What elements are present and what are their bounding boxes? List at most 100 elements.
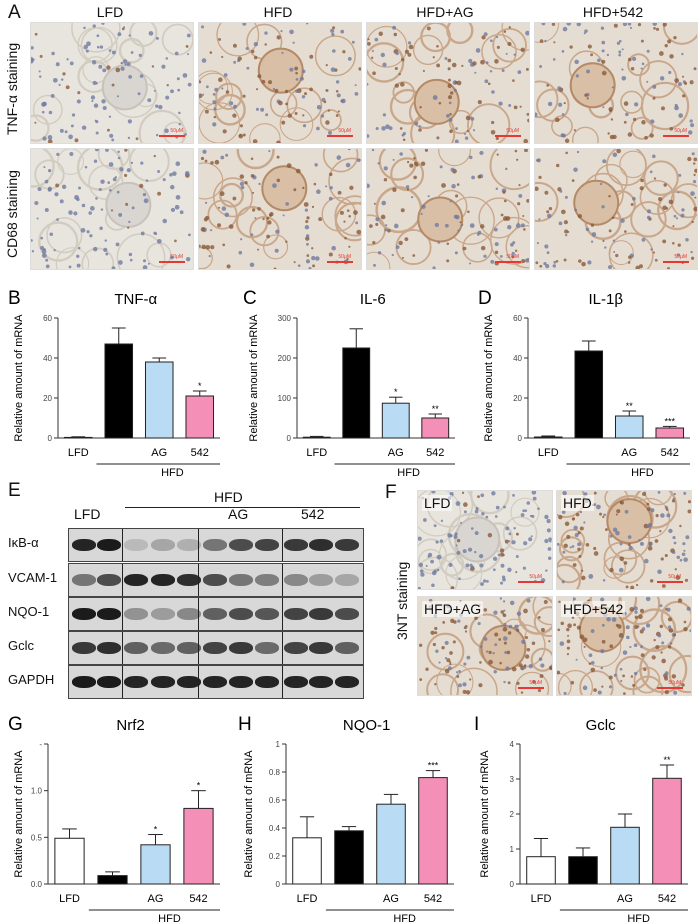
- category-label: 542: [426, 447, 444, 459]
- wb-band: [97, 574, 121, 586]
- y-tick-label: 0.4: [269, 824, 281, 833]
- y-tick-label: 0: [518, 434, 523, 443]
- scale-text: 50μM: [170, 254, 183, 260]
- y-axis-label: Relative amount of mRNA: [248, 314, 260, 442]
- chart-c: C IL-6 Relative amount of mRNA 0 100 200 300 LF…: [243, 288, 455, 479]
- category-label: LFD: [531, 893, 552, 905]
- hfd-group-label: HFD: [158, 913, 181, 924]
- category-label: AG: [388, 447, 404, 459]
- y-tick-label: 100: [278, 394, 292, 403]
- micrograph-3nt-hfd: HFD 50μM: [556, 490, 692, 590]
- y-tick-label: 2: [510, 810, 515, 819]
- bar-hfd: [104, 343, 134, 439]
- wb-protein-ikba: IκB-α: [8, 535, 39, 550]
- wb-band: [335, 608, 359, 620]
- wb-lane-separator: [282, 564, 283, 596]
- wb-protein-nqo1: NQO-1: [8, 604, 50, 619]
- wb-lane-separator: [282, 666, 283, 698]
- wb-band: [203, 642, 227, 654]
- micrograph-cd68-lfd: 50μM: [30, 148, 194, 270]
- wb-lane-separator: [122, 598, 123, 630]
- chart-i: I Gclc Relative amount of mRNA 0 1 2 3 4 LFD AG **…: [474, 714, 688, 924]
- hfd-group-label: HFD: [627, 913, 650, 924]
- wb-strip-gapdh: [68, 665, 364, 699]
- wb-band: [255, 574, 279, 586]
- wb-band: [124, 642, 148, 654]
- wb-band: [284, 539, 308, 551]
- wb-band: [97, 676, 121, 688]
- category-label: 542: [189, 893, 207, 905]
- scale-text: 50μM: [674, 254, 687, 260]
- y-tick-label: 0.8: [269, 768, 281, 777]
- chart-d: D IL-1β Relative amount of mRNA 0 20 40 60 LFD *…: [478, 288, 690, 479]
- y-tick-label: 0.6: [269, 796, 281, 805]
- bar-542: [418, 777, 448, 885]
- wb-band: [124, 676, 148, 688]
- panel-c-label: C: [243, 288, 257, 309]
- significance-marker: *: [154, 825, 158, 835]
- y-tick-label: 4: [510, 740, 515, 749]
- panel-f-label: F: [385, 482, 397, 503]
- scale-bar: [159, 261, 185, 263]
- panel-d-label: D: [478, 288, 492, 309]
- tile-label-hfd: HFD: [561, 495, 594, 511]
- chart-title: Nrf2: [116, 717, 144, 734]
- category-label: LFD: [297, 893, 318, 905]
- bar-lfd: [292, 837, 322, 885]
- micrograph-tnf-hfd-ag: 50μM: [366, 22, 530, 144]
- bar-hfd: [97, 875, 128, 885]
- y-tick-label: 40: [43, 354, 52, 363]
- tile-label-lfd: LFD: [422, 495, 453, 511]
- category-label: AG: [617, 893, 633, 905]
- wb-band: [72, 642, 96, 654]
- chart-title: IL-1β: [589, 291, 624, 308]
- scale-bar: [518, 687, 544, 689]
- y-axis-label: Relative amount of mRNA: [13, 314, 25, 442]
- wb-strip-ikba: [68, 528, 364, 562]
- wb-band: [203, 676, 227, 688]
- tile-label-hfd-542: HFD+542: [561, 601, 626, 617]
- wb-band: [72, 574, 96, 586]
- chart-title: NQO-1: [343, 717, 391, 734]
- scale-text: 50μM: [506, 254, 519, 260]
- bar-hfd: [342, 347, 371, 439]
- category-label: 542: [658, 893, 676, 905]
- wb-band: [177, 539, 201, 551]
- wb-band: [203, 574, 227, 586]
- wb-band: [151, 574, 175, 586]
- wb-band: [309, 539, 333, 551]
- category-label: 542: [191, 447, 209, 459]
- wb-lane-separator: [282, 632, 283, 664]
- panel-a-col-hfd: HFD: [263, 4, 293, 20]
- scale-bar: [663, 261, 689, 263]
- tile-label-hfd-ag: HFD+AG: [422, 601, 484, 617]
- scale-text: 50μM: [674, 128, 687, 134]
- category-label: AG: [148, 893, 164, 905]
- wb-band: [335, 676, 359, 688]
- y-tick-label: 20: [43, 394, 52, 403]
- micrograph-tnf-hfd: 50μM: [198, 22, 362, 144]
- category-label: LFD: [68, 447, 89, 459]
- y-axis-label: Relative amount of mRNA: [243, 750, 255, 878]
- wb-lane-separator: [198, 529, 199, 561]
- scale-bar: [657, 581, 683, 583]
- bar-lfd: [526, 856, 556, 885]
- wb-band: [309, 574, 333, 586]
- bar-lfd: [302, 436, 331, 439]
- wb-lane-separator: [122, 666, 123, 698]
- significance-marker: ***: [428, 761, 439, 771]
- panel-h-label: H: [238, 714, 252, 735]
- wb-band: [229, 642, 253, 654]
- wb-lane-separator: [282, 529, 283, 561]
- hfd-group-label: HFD: [631, 467, 654, 479]
- bar-hfd: [574, 350, 604, 439]
- wb-lane-separator: [198, 666, 199, 698]
- significance-marker: *: [394, 387, 398, 397]
- hfd-group-label: HFD: [397, 467, 420, 479]
- panel-a-row-tnf: TNF-α staining: [4, 42, 20, 135]
- scale-text: 50μM: [170, 128, 183, 134]
- micrograph-cd68-hfd-542: 50μM: [534, 148, 698, 270]
- y-tick-label: 0.0: [31, 880, 43, 889]
- wb-strip-vcam1: [68, 563, 364, 597]
- chart-title: IL-6: [360, 291, 386, 308]
